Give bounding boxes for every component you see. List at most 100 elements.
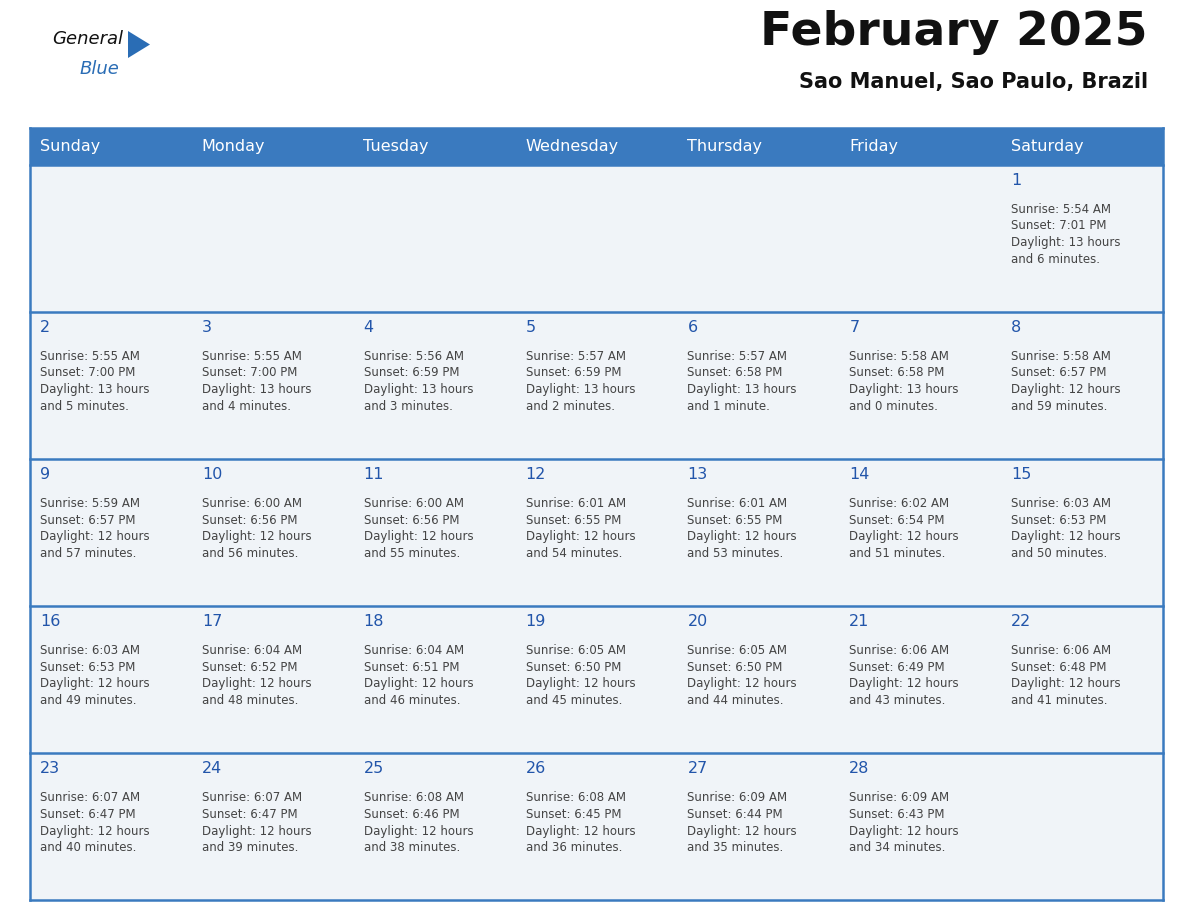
- Text: Daylight: 12 hours: Daylight: 12 hours: [40, 531, 150, 543]
- Text: Sunset: 7:00 PM: Sunset: 7:00 PM: [40, 366, 135, 379]
- Text: Sunrise: 6:04 AM: Sunrise: 6:04 AM: [364, 644, 463, 656]
- Text: 28: 28: [849, 761, 870, 776]
- Text: 19: 19: [525, 614, 546, 629]
- Text: Daylight: 12 hours: Daylight: 12 hours: [525, 677, 636, 690]
- Text: Sunrise: 5:56 AM: Sunrise: 5:56 AM: [364, 350, 463, 363]
- Text: Daylight: 13 hours: Daylight: 13 hours: [40, 383, 150, 397]
- Text: Sunrise: 6:01 AM: Sunrise: 6:01 AM: [688, 497, 788, 509]
- Text: Sunset: 6:50 PM: Sunset: 6:50 PM: [688, 661, 783, 674]
- Bar: [1001, 753, 1163, 900]
- Text: Daylight: 13 hours: Daylight: 13 hours: [849, 383, 959, 397]
- Text: Sunset: 6:55 PM: Sunset: 6:55 PM: [525, 513, 621, 527]
- Text: General: General: [52, 30, 124, 48]
- Text: Sunrise: 6:06 AM: Sunrise: 6:06 AM: [849, 644, 949, 656]
- Text: Sunrise: 6:04 AM: Sunrise: 6:04 AM: [202, 644, 302, 656]
- Text: and 48 minutes.: and 48 minutes.: [202, 694, 298, 707]
- Text: and 53 minutes.: and 53 minutes.: [688, 547, 784, 560]
- Text: Sunset: 6:44 PM: Sunset: 6:44 PM: [688, 808, 783, 821]
- Bar: [30, 164, 191, 311]
- Text: Sunset: 6:43 PM: Sunset: 6:43 PM: [849, 808, 944, 821]
- Text: Tuesday: Tuesday: [364, 139, 429, 153]
- Text: and 59 minutes.: and 59 minutes.: [1011, 400, 1107, 413]
- Text: 15: 15: [1011, 466, 1031, 482]
- Text: and 6 minutes.: and 6 minutes.: [1011, 252, 1100, 266]
- Text: Daylight: 12 hours: Daylight: 12 hours: [364, 677, 473, 690]
- Text: 24: 24: [202, 761, 222, 776]
- Text: Sunset: 6:56 PM: Sunset: 6:56 PM: [202, 513, 297, 527]
- Bar: [191, 606, 354, 753]
- Text: and 4 minutes.: and 4 minutes.: [202, 400, 291, 413]
- Text: Sunset: 6:53 PM: Sunset: 6:53 PM: [1011, 513, 1106, 527]
- Text: Sunset: 6:48 PM: Sunset: 6:48 PM: [1011, 661, 1107, 674]
- Text: Daylight: 12 hours: Daylight: 12 hours: [40, 677, 150, 690]
- Text: 5: 5: [525, 319, 536, 334]
- Text: Sunrise: 6:08 AM: Sunrise: 6:08 AM: [525, 791, 626, 804]
- Text: 26: 26: [525, 761, 545, 776]
- Bar: [191, 128, 354, 164]
- Text: Sunset: 7:00 PM: Sunset: 7:00 PM: [202, 366, 297, 379]
- Text: and 46 minutes.: and 46 minutes.: [364, 694, 460, 707]
- Text: and 54 minutes.: and 54 minutes.: [525, 547, 623, 560]
- Text: Sunrise: 6:05 AM: Sunrise: 6:05 AM: [525, 644, 626, 656]
- Text: 14: 14: [849, 466, 870, 482]
- Text: and 40 minutes.: and 40 minutes.: [40, 841, 137, 855]
- Bar: [191, 753, 354, 900]
- Bar: [1001, 606, 1163, 753]
- Text: Friday: Friday: [849, 139, 898, 153]
- Text: February 2025: February 2025: [760, 10, 1148, 55]
- Text: 25: 25: [364, 761, 384, 776]
- Bar: [354, 459, 516, 606]
- Text: Sunrise: 6:09 AM: Sunrise: 6:09 AM: [849, 791, 949, 804]
- Text: Sunrise: 6:09 AM: Sunrise: 6:09 AM: [688, 791, 788, 804]
- Text: Sao Manuel, Sao Paulo, Brazil: Sao Manuel, Sao Paulo, Brazil: [798, 72, 1148, 92]
- Text: and 38 minutes.: and 38 minutes.: [364, 841, 460, 855]
- Bar: [191, 459, 354, 606]
- Text: Sunset: 6:47 PM: Sunset: 6:47 PM: [202, 808, 297, 821]
- Text: Sunset: 6:58 PM: Sunset: 6:58 PM: [849, 366, 944, 379]
- Text: 13: 13: [688, 466, 708, 482]
- Text: 10: 10: [202, 466, 222, 482]
- Text: Sunset: 6:56 PM: Sunset: 6:56 PM: [364, 513, 460, 527]
- Text: Saturday: Saturday: [1011, 139, 1083, 153]
- Text: Sunrise: 6:03 AM: Sunrise: 6:03 AM: [40, 644, 140, 656]
- Text: Daylight: 12 hours: Daylight: 12 hours: [364, 824, 473, 837]
- Bar: [30, 128, 191, 164]
- Bar: [354, 164, 516, 311]
- Bar: [677, 606, 839, 753]
- Bar: [839, 311, 1001, 459]
- Text: Sunset: 6:57 PM: Sunset: 6:57 PM: [40, 513, 135, 527]
- Text: Daylight: 12 hours: Daylight: 12 hours: [202, 677, 311, 690]
- Text: 1: 1: [1011, 173, 1022, 187]
- Text: Sunset: 6:55 PM: Sunset: 6:55 PM: [688, 513, 783, 527]
- Text: 18: 18: [364, 614, 384, 629]
- Text: Daylight: 12 hours: Daylight: 12 hours: [40, 824, 150, 837]
- Text: Sunset: 6:47 PM: Sunset: 6:47 PM: [40, 808, 135, 821]
- Text: and 39 minutes.: and 39 minutes.: [202, 841, 298, 855]
- Bar: [677, 164, 839, 311]
- Text: 6: 6: [688, 319, 697, 334]
- Text: Sunset: 6:52 PM: Sunset: 6:52 PM: [202, 661, 297, 674]
- Text: and 51 minutes.: and 51 minutes.: [849, 547, 946, 560]
- Text: 2: 2: [40, 319, 50, 334]
- Text: Sunrise: 5:58 AM: Sunrise: 5:58 AM: [1011, 350, 1111, 363]
- Text: Sunrise: 5:57 AM: Sunrise: 5:57 AM: [688, 350, 788, 363]
- Text: Daylight: 12 hours: Daylight: 12 hours: [849, 531, 959, 543]
- Text: 7: 7: [849, 319, 859, 334]
- Text: Sunrise: 6:00 AM: Sunrise: 6:00 AM: [364, 497, 463, 509]
- Text: Daylight: 12 hours: Daylight: 12 hours: [849, 677, 959, 690]
- Text: 9: 9: [40, 466, 50, 482]
- Text: Daylight: 13 hours: Daylight: 13 hours: [688, 383, 797, 397]
- Text: Sunset: 6:50 PM: Sunset: 6:50 PM: [525, 661, 621, 674]
- Text: Daylight: 13 hours: Daylight: 13 hours: [202, 383, 311, 397]
- Text: 23: 23: [40, 761, 61, 776]
- Text: Daylight: 12 hours: Daylight: 12 hours: [849, 824, 959, 837]
- Text: Daylight: 13 hours: Daylight: 13 hours: [525, 383, 636, 397]
- Bar: [354, 606, 516, 753]
- Text: Sunrise: 5:58 AM: Sunrise: 5:58 AM: [849, 350, 949, 363]
- Text: and 55 minutes.: and 55 minutes.: [364, 547, 460, 560]
- Text: Daylight: 13 hours: Daylight: 13 hours: [1011, 236, 1120, 249]
- Text: and 0 minutes.: and 0 minutes.: [849, 400, 939, 413]
- Text: and 56 minutes.: and 56 minutes.: [202, 547, 298, 560]
- Text: Sunrise: 6:07 AM: Sunrise: 6:07 AM: [40, 791, 140, 804]
- Bar: [677, 128, 839, 164]
